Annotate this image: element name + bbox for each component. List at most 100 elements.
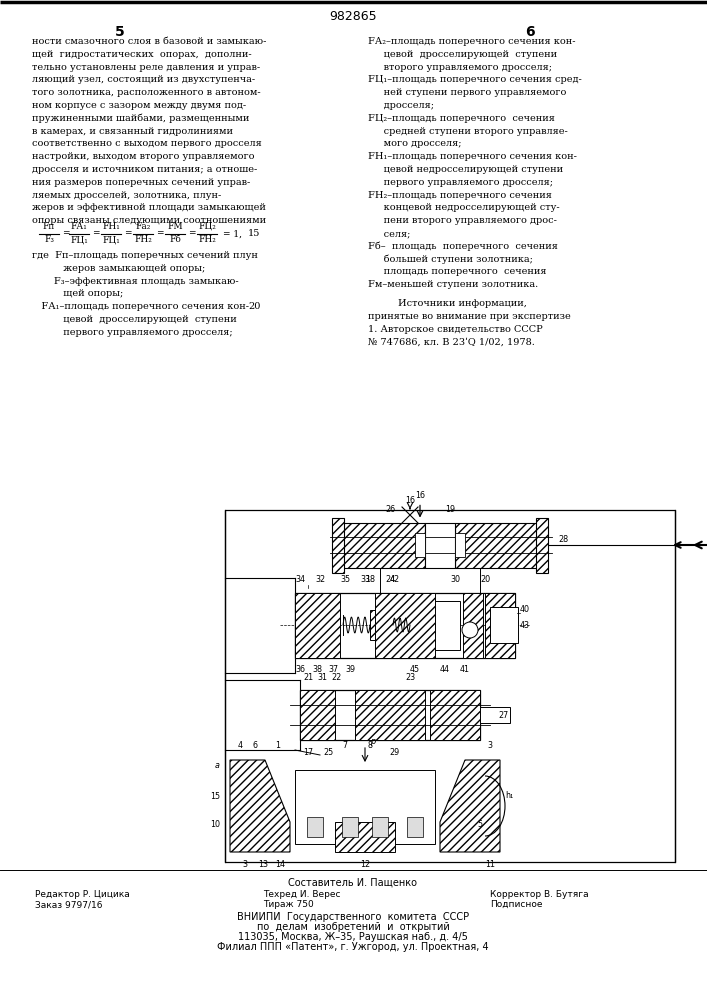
Text: щей опоры;: щей опоры; (32, 289, 123, 298)
Text: опоры связаны следующими соотношениями: опоры связаны следующими соотношениями (32, 216, 266, 225)
Text: мого дросселя;: мого дросселя; (368, 139, 462, 148)
Text: 28: 28 (558, 536, 568, 544)
Text: 31: 31 (317, 673, 327, 682)
Bar (295, 770, 435, 844)
Text: Тираж 750: Тираж 750 (263, 900, 314, 909)
Text: дросселя;: дросселя; (368, 101, 434, 110)
Text: 16: 16 (415, 491, 425, 500)
Text: где  Fп–площадь поперечных сечений плун: где Fп–площадь поперечных сечений плун (32, 251, 258, 260)
Text: площадь поперечного  сечения: площадь поперечного сечения (368, 267, 547, 276)
Text: Fм–меньшей ступени золотника.: Fм–меньшей ступени золотника. (368, 280, 538, 289)
Polygon shape (440, 760, 500, 852)
Text: ния размеров поперечных сечений управ-: ния размеров поперечных сечений управ- (32, 178, 250, 187)
Text: в камерах, и связанный гидролиниями: в камерах, и связанный гидролиниями (32, 127, 233, 136)
Text: FЦ₂–площадь поперечного  сечения: FЦ₂–площадь поперечного сечения (368, 114, 555, 123)
Text: 5: 5 (477, 820, 483, 829)
Text: Филиал ППП «Патент», г. Ужгород, ул. Проектная, 4: Филиал ППП «Патент», г. Ужгород, ул. Про… (217, 942, 489, 952)
Text: FЦ₁: FЦ₁ (70, 235, 88, 244)
Bar (490, 607, 518, 643)
Text: 25: 25 (323, 748, 333, 757)
Text: ном корпусе с зазором между двумя под-: ном корпусе с зазором между двумя под- (32, 101, 246, 110)
Text: 23: 23 (405, 673, 415, 682)
Text: 35: 35 (340, 576, 350, 584)
Text: FЦ₂: FЦ₂ (198, 222, 216, 231)
Bar (415, 533, 425, 557)
Text: 11: 11 (485, 860, 495, 869)
Text: 13: 13 (258, 860, 268, 869)
Text: Fб–  площадь  поперечного  сечения: Fб– площадь поперечного сечения (368, 242, 558, 251)
Text: 20: 20 (248, 302, 260, 311)
Text: 10: 10 (210, 820, 220, 829)
Text: Fа₂: Fа₂ (135, 222, 151, 231)
Bar (307, 817, 323, 837)
Text: 14: 14 (275, 860, 285, 869)
Text: 982865: 982865 (329, 10, 377, 23)
Text: 17: 17 (303, 748, 313, 757)
Text: 18: 18 (365, 576, 375, 584)
Bar (370, 610, 390, 640)
Text: по  делам  изобретений  и  открытий: по делам изобретений и открытий (257, 922, 450, 932)
Text: цевой  дросселирующей  ступени: цевой дросселирующей ступени (368, 50, 557, 59)
Text: 19: 19 (445, 506, 455, 514)
Text: = 1,: = 1, (223, 230, 242, 238)
Text: Заказ 9797/16: Заказ 9797/16 (35, 900, 103, 909)
Text: цевой недросселирующей ступени: цевой недросселирующей ступени (368, 165, 563, 174)
Text: большей ступени золотника;: большей ступени золотника; (368, 255, 533, 264)
Bar (300, 690, 480, 740)
Bar (332, 518, 344, 572)
Text: 21: 21 (303, 673, 313, 682)
Text: FА₁: FА₁ (71, 222, 88, 231)
Text: =: = (156, 230, 163, 238)
Text: h₁: h₁ (505, 792, 513, 800)
Text: 34: 34 (295, 576, 305, 584)
Text: первого управляемого дросселя;: первого управляемого дросселя; (32, 328, 233, 337)
Text: ляемых дросселей, золотника, плун-: ляемых дросселей, золотника, плун- (32, 191, 221, 200)
Text: FА₁–площадь поперечного сечения кон-: FА₁–площадь поперечного сечения кон- (32, 302, 249, 311)
Text: =: = (188, 230, 196, 238)
Text: ности смазочного слоя в базовой и замыкаю-: ности смазочного слоя в базовой и замыка… (32, 37, 267, 46)
Text: 6: 6 (525, 25, 534, 39)
Text: =: = (92, 230, 100, 238)
Text: пружиненными шайбами, размещенными: пружиненными шайбами, размещенными (32, 114, 250, 123)
Text: FН₂: FН₂ (134, 235, 152, 244)
Text: 113035, Москва, Ж–35, Раушская наб., д. 4/5: 113035, Москва, Ж–35, Раушская наб., д. … (238, 932, 468, 942)
Text: 22: 22 (331, 673, 341, 682)
Text: средней ступени второго управляе-: средней ступени второго управляе- (368, 127, 568, 136)
Text: 12: 12 (360, 860, 370, 869)
Text: дросселя и источником питания; а отноше-: дросселя и источником питания; а отноше- (32, 165, 257, 174)
Text: p: p (370, 738, 375, 746)
Text: жеров замыкающей опоры;: жеров замыкающей опоры; (32, 264, 205, 273)
Text: 15: 15 (210, 792, 220, 801)
Bar (480, 707, 510, 723)
Text: Fб: Fб (169, 235, 181, 244)
Bar (485, 592, 515, 658)
Text: второго управляемого дросселя;: второго управляемого дросселя; (368, 63, 552, 72)
Text: Источники информации,: Источники информации, (398, 299, 527, 308)
Bar (430, 690, 480, 740)
Bar (375, 592, 435, 658)
Text: 8: 8 (368, 741, 373, 750)
Polygon shape (230, 760, 290, 852)
Text: цевой  дросселирующей  ступени: цевой дросселирующей ступени (32, 315, 237, 324)
Text: FМ: FМ (167, 222, 183, 231)
Bar (295, 592, 340, 658)
Bar (372, 817, 388, 837)
Text: соответственно с выходом первого дросселя: соответственно с выходом первого дроссел… (32, 139, 262, 148)
Text: F₃–эффективная площадь замыкаю-: F₃–эффективная площадь замыкаю- (32, 277, 239, 286)
Text: настройки, выходом второго управляемого: настройки, выходом второго управляемого (32, 152, 255, 161)
Text: 36: 36 (295, 666, 305, 674)
Text: F₃: F₃ (44, 235, 54, 244)
Text: того золотника, расположенного в автоном-: того золотника, расположенного в автоном… (32, 88, 261, 97)
Text: Fп: Fп (43, 222, 55, 231)
Text: 40: 40 (520, 605, 530, 614)
Text: 43: 43 (520, 620, 530, 630)
Text: 6: 6 (252, 741, 257, 750)
Text: 42: 42 (390, 576, 400, 584)
Text: Редактор Р. Цицика: Редактор Р. Цицика (35, 890, 130, 899)
Text: селя;: селя; (368, 229, 410, 238)
Bar (342, 817, 358, 837)
Text: первого управляемого дросселя;: первого управляемого дросселя; (368, 178, 553, 187)
Text: 3: 3 (243, 860, 247, 869)
Text: щей  гидростатических  опорах,  дополни-: щей гидростатических опорах, дополни- (32, 50, 252, 59)
Text: FН₂–площадь поперечного сечения: FН₂–площадь поперечного сечения (368, 191, 552, 200)
